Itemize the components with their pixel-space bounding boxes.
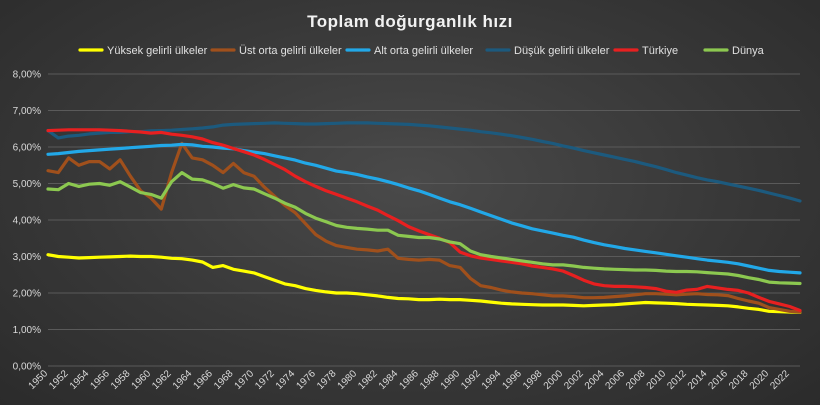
legend-label: Düşük gelirli ülkeler xyxy=(514,45,610,57)
x-tick-label: 1968 xyxy=(212,368,236,392)
y-tick-label: 8,00% xyxy=(13,70,41,81)
x-tick-label: 2018 xyxy=(727,368,751,392)
series-line xyxy=(46,141,802,314)
y-tick-label: 6,00% xyxy=(13,143,41,154)
x-tick-label: 1958 xyxy=(109,368,133,392)
x-tick-label: 2012 xyxy=(665,368,689,392)
y-tick-label: 1,00% xyxy=(13,325,41,336)
x-tick-label: 2004 xyxy=(583,368,607,392)
x-tick-label: 1978 xyxy=(315,368,339,392)
x-tick-label: 2002 xyxy=(562,368,586,392)
x-tick-label: 1996 xyxy=(500,368,524,392)
x-tick-label: 1956 xyxy=(88,368,112,392)
x-tick-label: 1962 xyxy=(150,368,174,392)
x-tick-label: 1976 xyxy=(294,368,318,392)
legend-label: Türkiye xyxy=(642,45,678,57)
x-tick-label: 1988 xyxy=(418,368,442,392)
x-tick-label: 2020 xyxy=(748,368,772,392)
x-tick-label: 2000 xyxy=(542,368,566,392)
gridlines xyxy=(48,73,800,367)
x-tick-label: 1954 xyxy=(68,368,92,392)
legend-label: Yüksek gelirli ülkeler xyxy=(107,45,208,57)
series-line xyxy=(46,171,802,286)
y-tick-label: 4,00% xyxy=(13,216,41,227)
x-axis: 1950195219541956195819601962196419661968… xyxy=(27,368,793,392)
series-line xyxy=(46,253,802,314)
x-tick-label: 2006 xyxy=(603,368,627,392)
y-tick-label: 5,00% xyxy=(13,179,41,190)
x-tick-label: 1980 xyxy=(336,368,360,392)
chart-legend: Yüksek gelirli ülkeler Üst orta gelirli ü… xyxy=(78,45,765,57)
x-tick-label: 1952 xyxy=(47,368,71,392)
y-tick-label: 7,00% xyxy=(13,106,41,117)
legend-label: Alt orta gelirli ülkeler xyxy=(374,45,473,57)
x-tick-label: 2014 xyxy=(686,368,710,392)
series-line xyxy=(46,128,802,313)
y-tick-label: 3,00% xyxy=(13,252,41,263)
x-tick-label: 1964 xyxy=(171,368,195,392)
x-tick-label: 1970 xyxy=(233,368,257,392)
x-tick-label: 2010 xyxy=(645,368,669,392)
x-tick-label: 2022 xyxy=(768,368,792,392)
x-tick-label: 1960 xyxy=(130,368,154,392)
legend-label: Üst orta gelirli ülkeler xyxy=(239,45,342,57)
x-tick-label: 1966 xyxy=(191,368,215,392)
legend-label: Dünya xyxy=(732,45,765,57)
x-tick-label: 1984 xyxy=(377,368,401,392)
y-tick-label: 0,00% xyxy=(13,362,41,373)
x-tick-label: 2008 xyxy=(624,368,648,392)
y-tick-label: 2,00% xyxy=(13,289,41,300)
x-tick-label: 1986 xyxy=(397,368,421,392)
x-tick-label: 1990 xyxy=(439,368,463,392)
series-lines xyxy=(46,121,802,314)
x-tick-label: 1994 xyxy=(480,368,504,392)
x-tick-label: 1972 xyxy=(253,368,277,392)
chart-title: Toplam doğurganlık hızı xyxy=(307,12,513,31)
x-tick-label: 2016 xyxy=(707,368,731,392)
x-tick-label: 1974 xyxy=(274,368,298,392)
x-tick-label: 1982 xyxy=(356,368,380,392)
series-line xyxy=(46,121,802,203)
x-tick-label: 1998 xyxy=(521,368,545,392)
y-axis: 0,00% 1,00% 2,00% 3,00% 4,00% 5,00% 6,00% 7,00%… xyxy=(13,70,41,373)
series-line xyxy=(46,142,802,275)
x-tick-label: 1992 xyxy=(459,368,483,392)
